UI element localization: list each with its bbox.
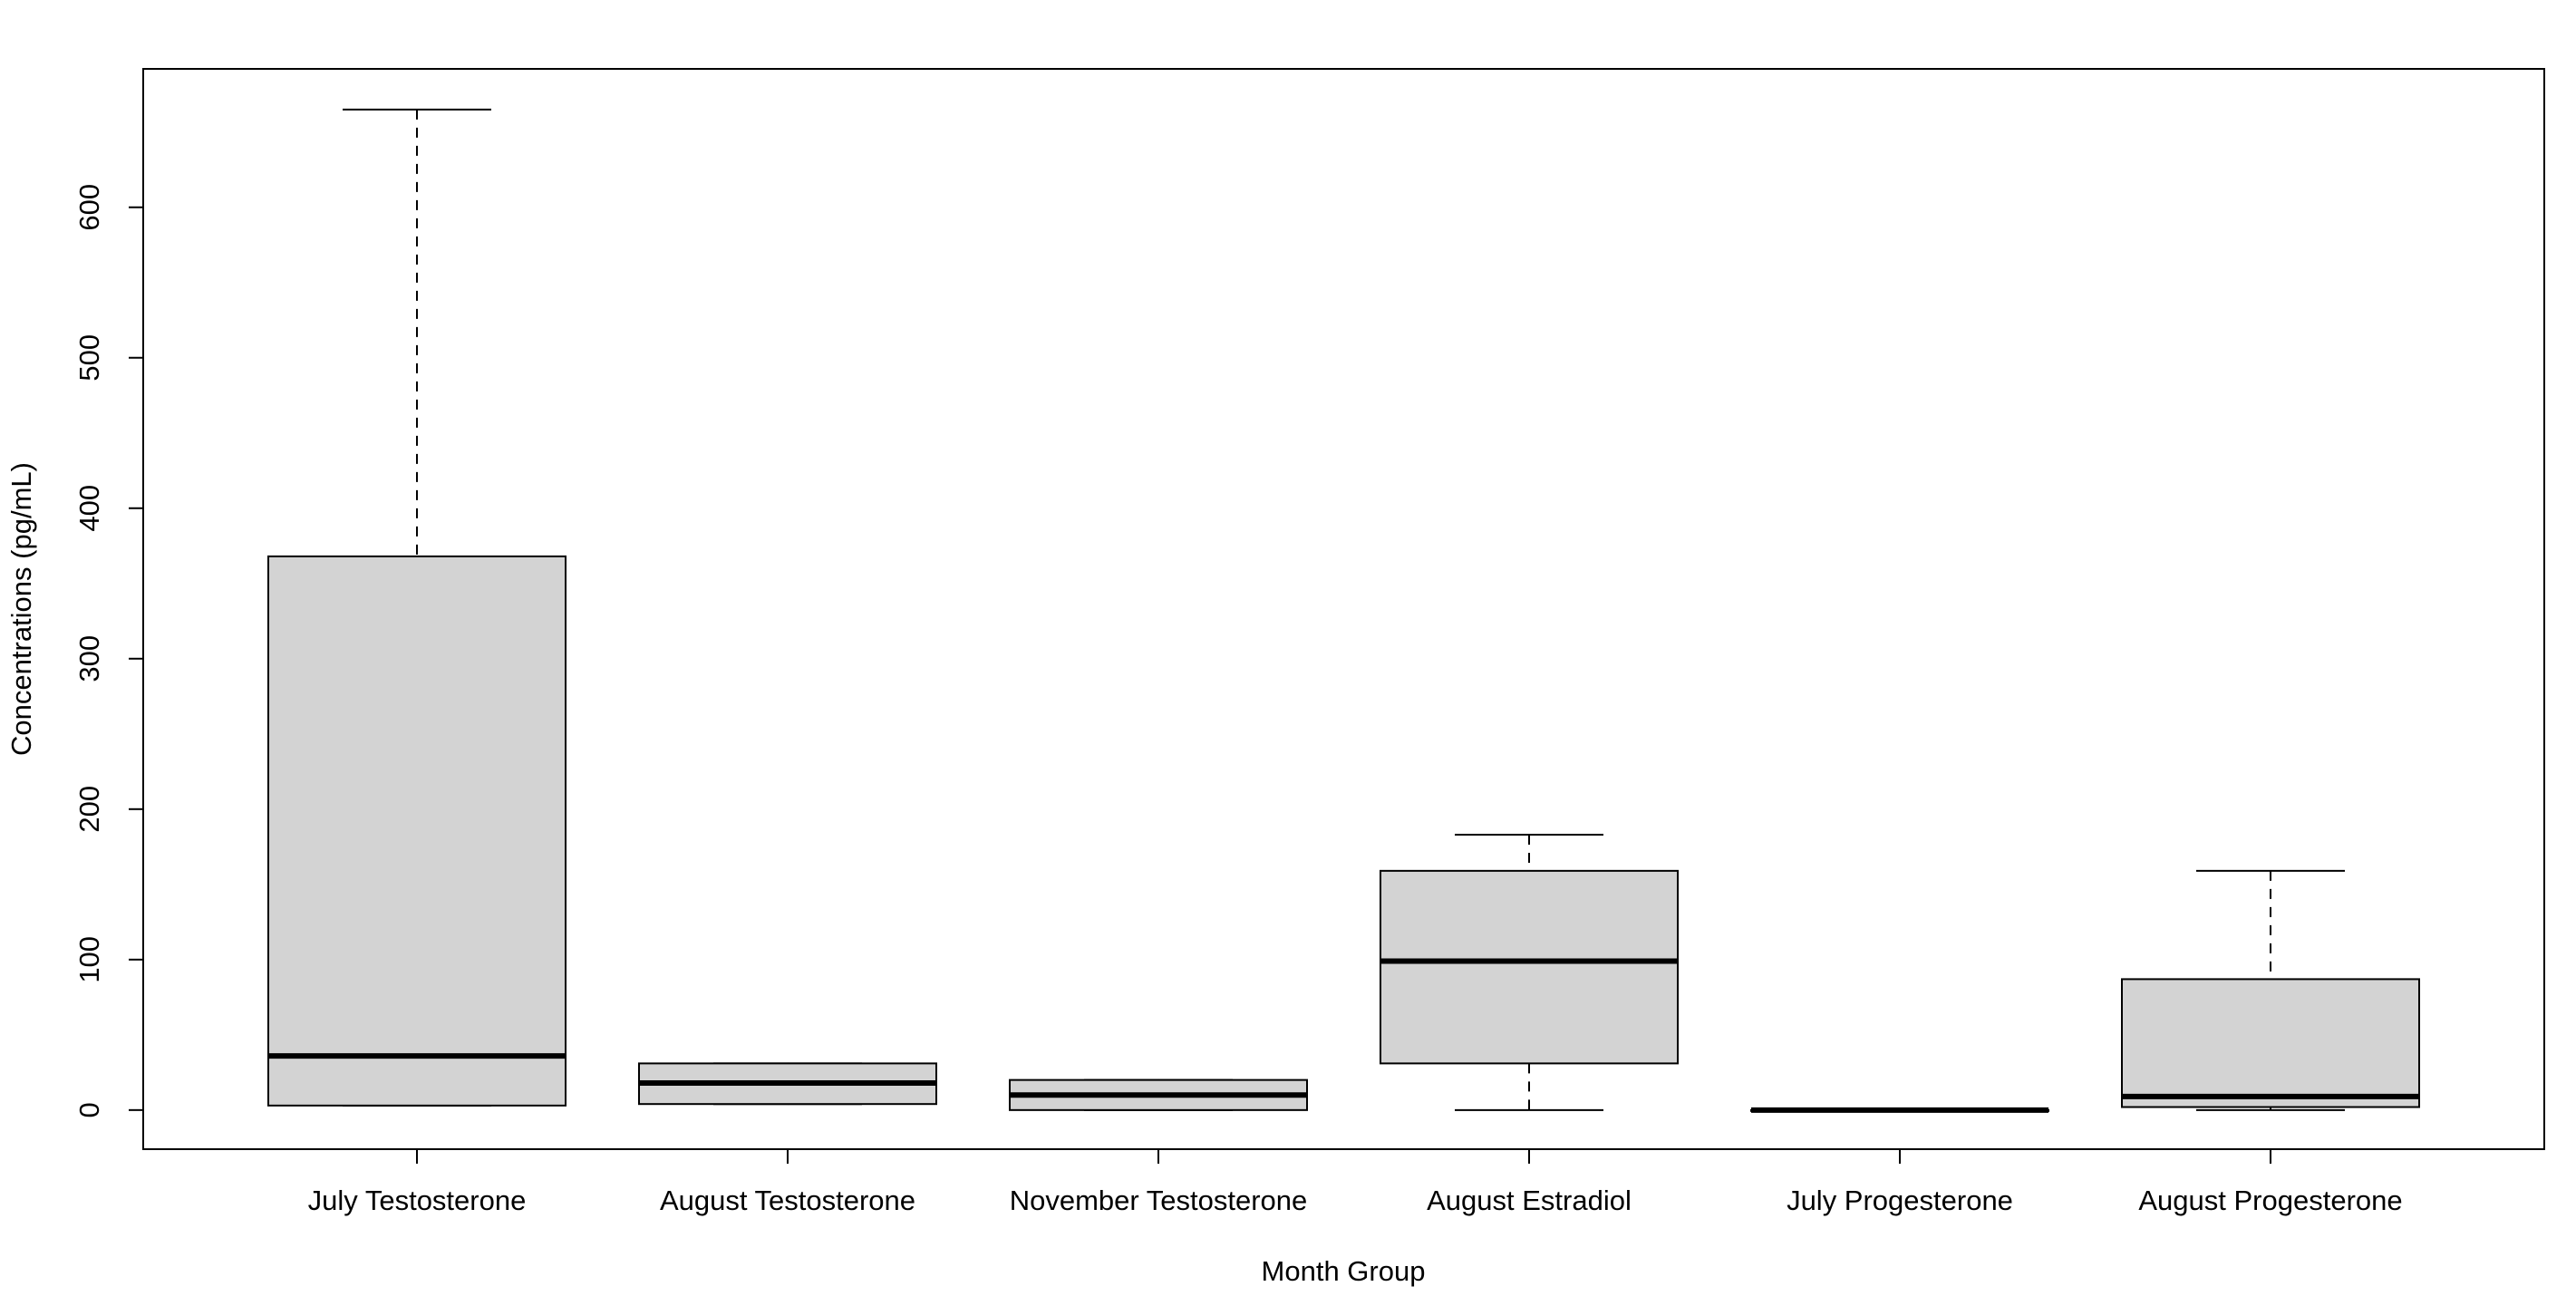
x-tick-label: August Estradiol	[1427, 1185, 1632, 1216]
x-tick-label: July Testosterone	[308, 1185, 527, 1216]
x-tick-label: July Progesterone	[1787, 1185, 2013, 1216]
y-axis: 0 100 200 300 400 500 600	[73, 184, 143, 1117]
y-tick-label: 600	[73, 184, 105, 231]
box-group	[638, 1062, 937, 1106]
x-tick-label: August Progesterone	[2138, 1185, 2402, 1216]
box-group	[1750, 1107, 2049, 1113]
box-iqr	[267, 555, 567, 1107]
plot-frame	[142, 68, 2545, 1150]
y-tick-label: 400	[73, 485, 105, 532]
box-group	[267, 108, 567, 1107]
box-iqr	[2121, 978, 2420, 1108]
plot-area	[267, 108, 2420, 1113]
x-tick-label: August Testosterone	[660, 1185, 915, 1216]
y-tick-label: 300	[73, 635, 105, 682]
x-axis: July Testosterone August Testosterone Nove…	[308, 1149, 2403, 1216]
x-tick-label: November Testosterone	[1010, 1185, 1308, 1216]
box-group	[2121, 869, 2420, 1111]
x-axis-label: Month Group	[1262, 1255, 1426, 1287]
y-tick-label: 100	[73, 936, 105, 983]
box-group	[1009, 1078, 1308, 1111]
y-tick-label: 200	[73, 786, 105, 833]
y-tick-label: 500	[73, 334, 105, 382]
box-group	[1380, 834, 1679, 1111]
box-iqr	[1380, 869, 1679, 1065]
y-tick-label: 0	[73, 1102, 105, 1117]
y-axis-label: Concentrations (pg/mL)	[5, 462, 37, 756]
